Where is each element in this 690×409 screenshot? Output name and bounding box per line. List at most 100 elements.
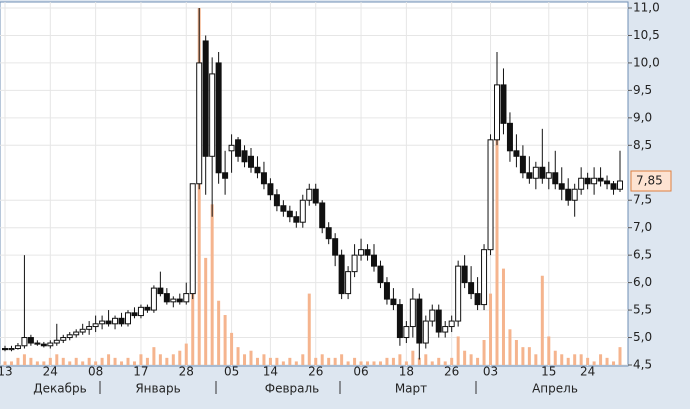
volume-bar <box>320 354 324 365</box>
volume-bar <box>566 357 570 365</box>
candle-body <box>235 139 242 157</box>
candle-body <box>8 348 15 351</box>
candle-body <box>306 188 313 201</box>
x-tick-label: 17 <box>133 365 148 379</box>
volume-bar <box>391 357 395 365</box>
volume-bar <box>366 361 370 365</box>
candle-body <box>27 337 34 344</box>
candle-body <box>435 309 442 333</box>
volume-bar <box>29 357 33 365</box>
x-tick-label: 08 <box>88 365 103 379</box>
candle-body <box>338 254 345 295</box>
volume-bar <box>139 354 143 365</box>
candle-body <box>442 326 449 333</box>
volume-bar <box>236 347 240 365</box>
candle-body <box>157 287 164 295</box>
volume-bar <box>476 357 480 365</box>
candle-body <box>14 345 21 350</box>
candle-body <box>422 320 429 344</box>
volume-bar <box>210 204 214 365</box>
candle-body <box>578 177 585 190</box>
volume-bar <box>132 361 136 365</box>
volume-bar <box>262 354 266 365</box>
candle-body <box>332 238 339 256</box>
volume-bar <box>385 357 389 365</box>
volume-bar <box>81 361 85 365</box>
volume-bar <box>346 361 350 365</box>
candle-body <box>610 183 617 190</box>
candle-body <box>209 73 216 157</box>
candle-body <box>286 210 293 218</box>
volume-bar <box>113 357 117 365</box>
candle-body <box>526 172 533 179</box>
candle-body <box>267 183 274 196</box>
candle-body <box>183 293 190 303</box>
candle-body <box>539 166 546 179</box>
y-tick-label: 6,5 <box>633 248 652 262</box>
volume-bar <box>217 300 221 365</box>
candle-body <box>319 202 326 229</box>
volume-bar <box>508 329 512 365</box>
candle-body <box>92 323 99 328</box>
y-tick-label: 5,0 <box>633 330 652 344</box>
plot-area <box>0 1 629 367</box>
volume-bar <box>599 354 603 365</box>
volume-bar <box>353 357 357 365</box>
last-price-label: 7,85 <box>636 174 663 188</box>
volume-bar <box>178 350 182 365</box>
volume-bar <box>307 293 311 365</box>
volume-bar <box>184 343 188 365</box>
volume-bar <box>495 115 499 365</box>
volume-bar <box>223 315 227 365</box>
candle-body <box>202 40 209 157</box>
candle-body <box>125 312 131 325</box>
y-tick-label: 9,5 <box>633 83 652 97</box>
volume-bar <box>35 361 39 365</box>
candle-body <box>545 172 552 179</box>
candle-body <box>254 166 261 174</box>
volume-bar <box>48 357 52 365</box>
y-tick-label: 10,5 <box>633 28 660 42</box>
month-label: Декабрь <box>33 382 86 396</box>
x-tick-label: 28 <box>179 365 194 379</box>
y-tick-label: 4,5 <box>633 358 652 372</box>
volume-bar <box>120 361 124 365</box>
volume-bar <box>333 357 337 365</box>
candle-body <box>105 320 112 325</box>
y-tick-label: 10,0 <box>633 55 660 69</box>
candle-body <box>429 309 436 322</box>
volume-bar <box>560 354 564 365</box>
candle-body <box>150 287 157 311</box>
candle-body <box>565 188 572 201</box>
candle-body <box>345 271 352 295</box>
candle-body <box>448 320 455 328</box>
candle-body <box>34 342 41 345</box>
candle-body <box>494 84 500 141</box>
x-tick-label: 26 <box>308 365 323 379</box>
candle-body <box>500 84 507 124</box>
candle-body <box>604 180 611 185</box>
x-tick-label: 05 <box>224 365 239 379</box>
month-label: Апрель <box>532 382 578 396</box>
volume-bar <box>230 332 234 365</box>
volume-bar <box>87 357 91 365</box>
volume-bar <box>612 361 616 365</box>
volume-bar <box>514 340 518 365</box>
candle-body <box>377 265 384 284</box>
volume-bar <box>450 357 454 365</box>
candle-body <box>79 328 86 333</box>
month-label: Февраль <box>265 382 320 396</box>
candle-body <box>222 172 229 179</box>
candle-body <box>137 306 144 317</box>
volume-bar <box>534 354 538 365</box>
volume-bar <box>501 268 505 365</box>
volume-bar <box>61 357 65 365</box>
volume-bar <box>540 275 544 365</box>
candle-body <box>552 172 559 185</box>
volume-bar <box>443 361 447 365</box>
candle-body <box>86 326 93 330</box>
candle-body <box>73 331 80 336</box>
candle-body <box>312 188 319 204</box>
candle-body <box>396 304 403 339</box>
candle-body <box>2 348 8 351</box>
